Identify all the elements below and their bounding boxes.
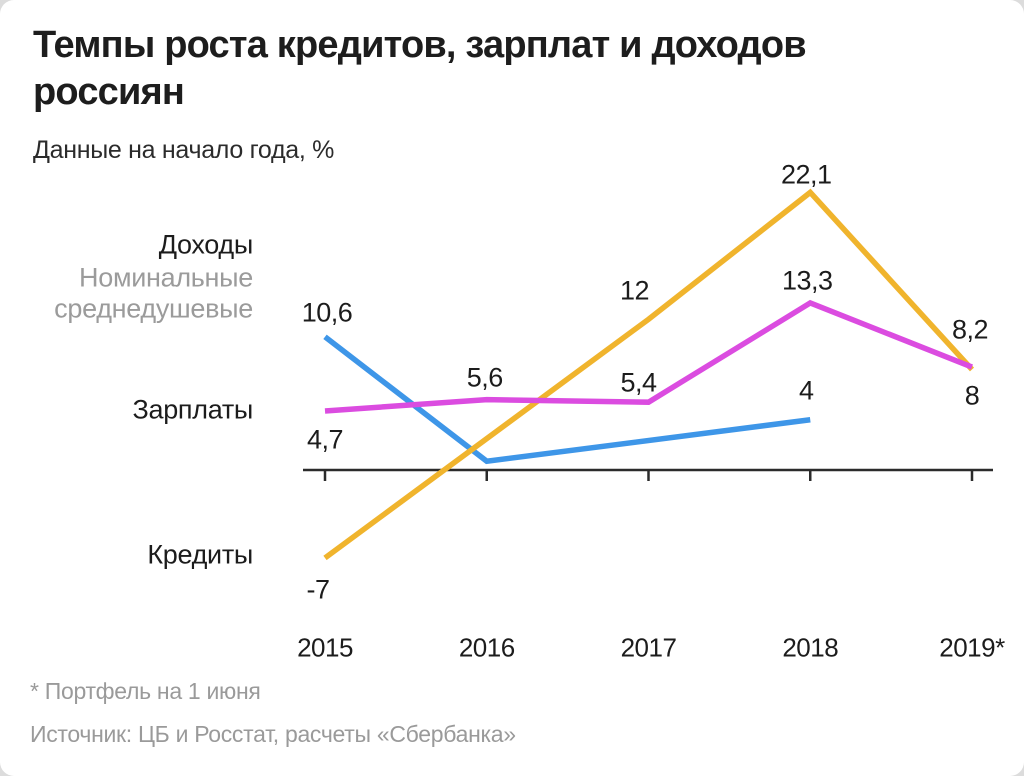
x-axis-label: 2018	[782, 632, 839, 663]
chart-title-line2: россиян	[33, 71, 185, 113]
data-label-incomes-2015: 10,6	[301, 297, 353, 328]
series-label-salaries: Зарплаты	[132, 394, 253, 425]
series-label-incomes-note-line1: Номинальные	[79, 262, 253, 293]
chart-title-line1: Темпы роста кредитов, зарплат и доходов	[33, 24, 807, 66]
footnote-source: Источник: ЦБ и Росстат, расчеты «Сбербан…	[30, 721, 516, 747]
data-label-salaries-2019*: 8,2	[951, 314, 989, 345]
data-label-salaries-2015: 4,7	[306, 424, 344, 455]
x-axis-label: 2016	[458, 632, 515, 663]
chart-subtitle: Данные на начало года, %	[33, 136, 335, 164]
series-label-incomes-note-line2: среднедушевые	[54, 293, 253, 324]
data-label-credits-2019*: 8	[964, 380, 980, 411]
footnote-asterisk: * Портфель на 1 июня	[30, 678, 261, 704]
x-axis-label: 2015	[297, 632, 353, 663]
data-label-salaries-2017: 5,4	[620, 367, 657, 398]
x-axis-label: 2017	[620, 632, 677, 663]
chart-title: Темпы роста кредитов, зарплат и доходов …	[33, 22, 807, 116]
series-label-incomes: Доходы	[158, 229, 254, 260]
data-label-credits-2018: 22,1	[780, 159, 832, 190]
series-line-credits	[323, 188, 975, 561]
data-label-salaries-2018: 13,3	[781, 265, 833, 296]
series-label-credits: Кредиты	[147, 539, 253, 570]
x-axis-label: 2019*	[939, 632, 1005, 663]
data-label-credits-2015: -7	[306, 574, 330, 605]
series-line-salaries	[324, 299, 974, 414]
data-label-salaries-2016: 5,6	[466, 362, 504, 393]
series-line-incomes	[323, 334, 811, 465]
data-label-incomes-2018: 4	[798, 375, 814, 406]
data-label-credits-2017: 12	[619, 275, 650, 306]
